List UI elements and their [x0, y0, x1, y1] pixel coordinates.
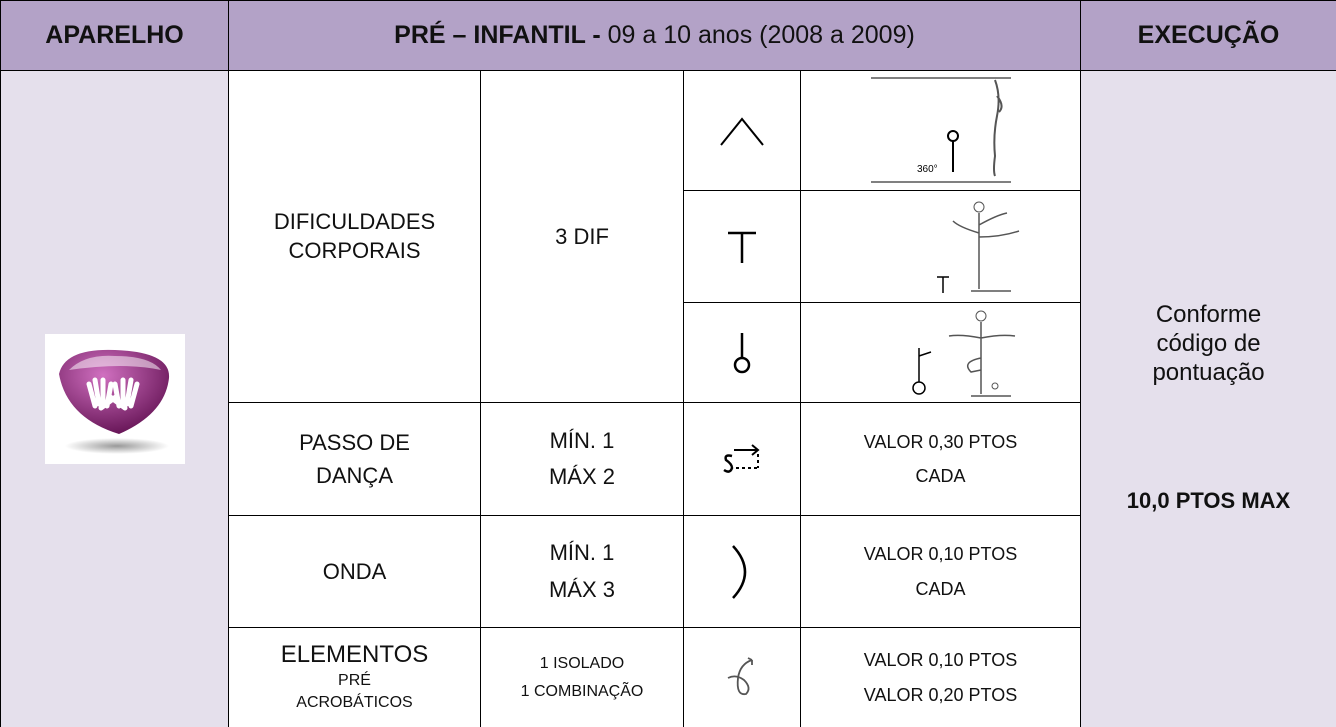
value-label: CADA	[915, 466, 966, 486]
header-title-rest: 09 a 10 anos (2008 a 2009)	[607, 21, 915, 49]
figure-label: 360°	[917, 164, 938, 175]
element-label: ONDA	[322, 559, 387, 584]
header-cell: APARELHO	[1, 1, 229, 71]
header-title-bold: PRÉ – INFANTIL -	[394, 21, 608, 49]
symbol-cell	[684, 516, 801, 628]
quantity-label: 1 ISOLADO	[539, 655, 625, 673]
quantity-cell: MÍN. 1 MÁX 2	[481, 403, 684, 516]
quantity-label: 1 COMBINAÇÃO	[520, 682, 644, 700]
element-label: PASSO DE	[299, 430, 410, 455]
quantity-label: MÁX 3	[548, 576, 616, 602]
value-cell: VALOR 0,10 PTOS CADA	[801, 516, 1081, 628]
element-cell: PASSO DE DANÇA	[229, 403, 481, 516]
value-cell: VALOR 0,30 PTOS CADA	[801, 403, 1081, 516]
symbol-jump	[720, 116, 764, 146]
symbol-cell	[684, 403, 801, 516]
quantity-label: MÍN. 1	[549, 540, 615, 566]
symbol-cell	[684, 628, 801, 727]
header-apparatus: APARELHO	[45, 21, 184, 49]
symbol-wave	[732, 544, 747, 599]
value-label: VALOR 0,10 PTOS	[863, 650, 1018, 671]
symbol-cell	[684, 71, 801, 191]
quantity-label: MÍN. 1	[549, 427, 615, 453]
execution-text: pontuação	[1152, 358, 1265, 386]
symbol-dance-step	[723, 444, 760, 473]
element-label: DIFICULDADES	[273, 208, 436, 234]
header-cell: EXECUÇÃO	[1081, 1, 1336, 71]
apparatus-cell	[1, 71, 229, 727]
execution-text: Conforme	[1155, 301, 1262, 329]
value-label: VALOR 0,30 PTOS	[863, 431, 1018, 452]
figure-jump: 360°	[870, 77, 1011, 182]
quantity-cell: 3 DIF	[481, 71, 684, 403]
quantity-label: 3 DIF	[555, 223, 609, 249]
value-label: VALOR 0,10 PTOS	[863, 544, 1018, 565]
quantity-label: MÁX 2	[548, 464, 616, 489]
element-cell: DIFICULDADES CORPORAIS	[229, 71, 481, 403]
element-label: CORPORAIS	[288, 237, 421, 263]
header-cell: PRÉ – INFANTIL - 09 a 10 anos (2008 a 20…	[229, 1, 1081, 71]
value-label: CADA	[915, 578, 966, 599]
header-execution: EXECUÇÃO	[1137, 21, 1280, 49]
execution-text: código de	[1156, 330, 1261, 358]
element-label: ACROBÁTICOS	[296, 693, 413, 711]
figure-cell: 360°	[801, 71, 1081, 191]
quantity-cell: MÍN. 1 MÁX 3	[481, 516, 684, 628]
figure-rotation	[911, 310, 1015, 397]
element-cell: ELEMENTOS PRÉ ACROBÁTICOS	[229, 628, 481, 727]
symbol-cell	[684, 191, 801, 303]
value-cell: VALOR 0,10 PTOS VALOR 0,20 PTOS	[801, 628, 1081, 727]
symbol-acrobatic	[727, 656, 753, 695]
element-label: PRÉ	[338, 671, 371, 689]
symbol-cell	[684, 303, 801, 403]
symbol-rotation	[733, 332, 751, 373]
figure-balance	[936, 201, 1019, 293]
figure-cell	[801, 303, 1081, 403]
figure-cell	[801, 191, 1081, 303]
element-label: DANÇA	[315, 463, 393, 488]
element-label: ELEMENTOS	[280, 640, 429, 668]
quantity-cell: 1 ISOLADO 1 COMBINAÇÃO	[481, 628, 684, 727]
element-cell: ONDA	[229, 516, 481, 628]
symbol-balance	[728, 231, 756, 263]
apparatus-icon	[44, 334, 185, 464]
execution-cell: Conforme código de pontuação 10,0 PTOS M…	[1081, 71, 1336, 727]
execution-max: 10,0 PTOS MAX	[1126, 487, 1291, 513]
value-label: VALOR 0,20 PTOS	[863, 684, 1018, 705]
